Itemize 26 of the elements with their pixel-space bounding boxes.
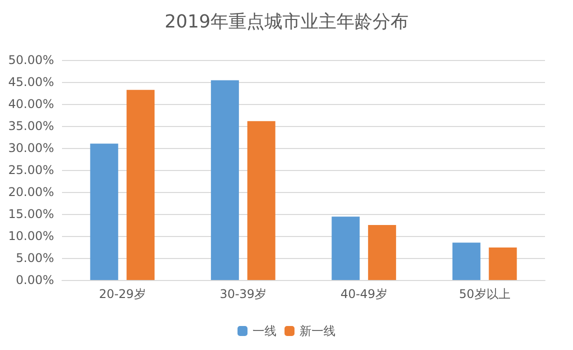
y-tick-label: 5.00% [16,251,54,265]
bar [488,247,517,280]
bar [90,144,118,280]
bar [210,80,239,280]
x-tick-label: 50岁以上 [458,287,510,301]
x-tick-label: 30-39岁 [220,287,267,301]
y-tick-label: 35.00% [8,119,54,133]
y-tick-label: 0.00% [16,273,54,287]
legend-label: 一线 [252,324,276,338]
bar [126,90,155,280]
bar [332,216,360,280]
y-tick-label: 50.00% [8,53,54,67]
y-tick-label: 10.00% [8,229,54,243]
legend-label: 新一线 [300,324,336,338]
bar [247,121,276,280]
y-tick-label: 15.00% [8,207,54,221]
bar [452,242,480,280]
x-tick-label: 40-49岁 [340,287,388,301]
chart-title: 2019年重点城市业主年龄分布 [164,12,408,32]
x-tick-label: 20-29岁 [98,287,146,301]
y-tick-label: 45.00% [8,75,54,89]
y-tick-label: 30.00% [8,141,54,155]
y-tick-label: 40.00% [8,97,54,111]
y-tick-label: 20.00% [8,185,54,199]
y-tick-label: 25.00% [8,163,54,177]
bar [368,225,396,280]
